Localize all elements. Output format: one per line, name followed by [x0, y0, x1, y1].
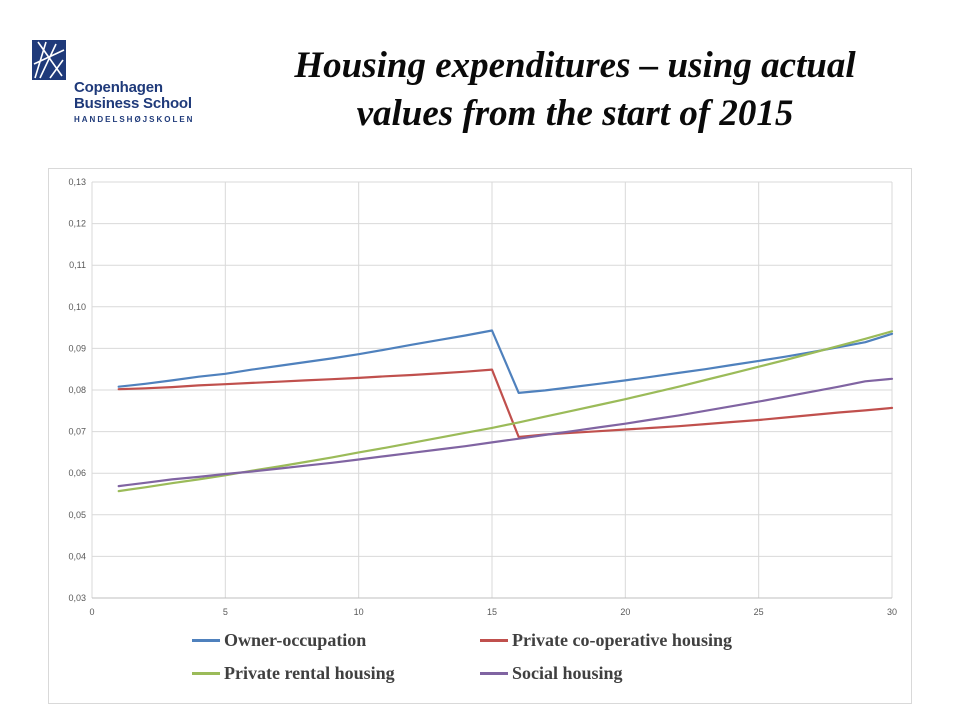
line-chart: 0,03 0,04 0,05 0,06 0,07 0,08 0,09 0,10 0,11 0,12… — [68, 177, 897, 617]
logo-line-3: HANDELSHØJSKOLEN — [74, 115, 195, 124]
legend-item: Private rental housing — [192, 663, 395, 684]
chart-legend: Owner-occupation Private co-operative hou… — [192, 630, 812, 694]
legend-label: Private rental housing — [224, 663, 395, 683]
slide-title: Housing expenditures – using actual valu… — [230, 42, 920, 138]
series-line-1 — [117, 329, 894, 394]
y-tick-label: 0,12 — [68, 219, 86, 229]
legend-swatch — [192, 639, 220, 642]
x-tick-label: 20 — [620, 607, 630, 617]
y-tick-label: 0,08 — [68, 385, 86, 395]
logo-line-1: Copenhagen — [74, 79, 163, 96]
legend-label: Owner-occupation — [224, 630, 367, 650]
legend-item: Private co-operative housing — [480, 630, 732, 651]
x-tick-label: 0 — [89, 607, 94, 617]
legend-swatch — [192, 672, 220, 675]
legend-label: Social housing — [512, 663, 623, 683]
slide-title-line-1: Housing expenditures – using actual — [294, 45, 856, 86]
legend-swatch — [480, 639, 508, 642]
y-tick-label: 0,03 — [68, 593, 86, 603]
y-tick-label: 0,09 — [68, 343, 86, 353]
series-line-2 — [117, 368, 894, 439]
logo-wordmark: Copenhagen Business School HANDELSHØJSKO… — [74, 79, 195, 125]
y-tick-label: 0,06 — [68, 468, 86, 478]
x-tick-label: 10 — [354, 607, 364, 617]
series-line-3 — [117, 330, 894, 493]
y-tick-label: 0,11 — [69, 260, 86, 270]
y-tick-label: 0,07 — [68, 427, 86, 437]
chart-area: 0,03 0,04 0,05 0,06 0,07 0,08 0,09 0,10 0,11 0,12… — [48, 168, 912, 704]
logo-line-2: Business School — [74, 95, 192, 112]
x-tick-label: 25 — [754, 607, 764, 617]
y-tick-label: 0,04 — [68, 551, 86, 561]
slide-title-line-2: values from the start of 2015 — [356, 93, 794, 134]
y-tick-label: 0,05 — [68, 510, 86, 520]
legend-item: Social housing — [480, 663, 623, 684]
x-tick-label: 30 — [887, 607, 897, 617]
y-tick-label: 0,10 — [68, 302, 86, 312]
cbs-logo-mark-icon — [32, 40, 66, 80]
x-tick-label: 5 — [223, 607, 228, 617]
y-tick-label: 0,13 — [68, 177, 86, 187]
cbs-logo: Copenhagen Business School HANDELSHØJSKO… — [32, 40, 222, 130]
x-tick-label: 15 — [487, 607, 497, 617]
legend-swatch — [480, 672, 508, 675]
legend-item: Owner-occupation — [192, 630, 366, 651]
legend-label: Private co-operative housing — [512, 630, 732, 650]
series-line-4 — [117, 377, 894, 488]
